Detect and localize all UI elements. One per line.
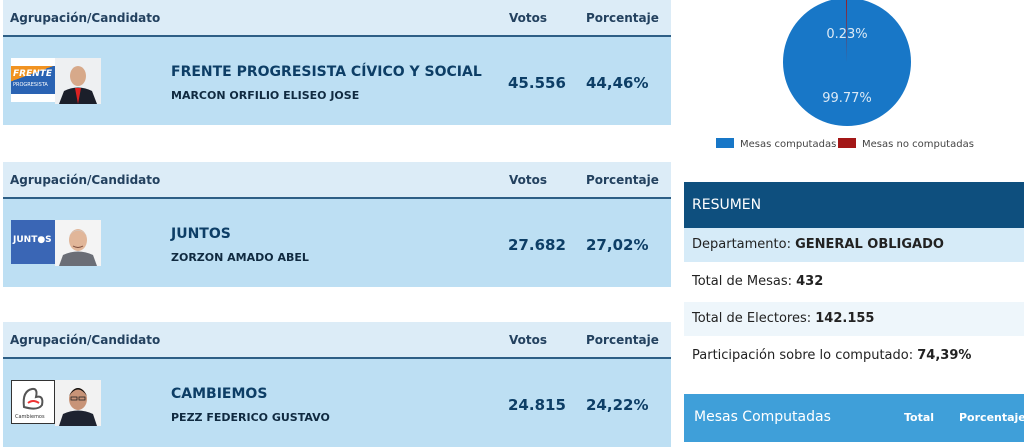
department-value: GENERAL OBLIGADO [795, 237, 944, 252]
header-group: Agrupación/Candidato [10, 173, 161, 187]
candidate-photo [55, 380, 101, 426]
legend-label-no-computadas: Mesas no computadas [862, 139, 974, 150]
legend-no-computadas: Mesas no computadas [838, 138, 974, 150]
percent-value: 44,46% [586, 74, 649, 92]
party-name: CAMBIEMOS [171, 386, 268, 402]
card-header: Agrupación/Candidato Votos Porcentaje [3, 322, 671, 359]
votes-value: 27.682 [508, 236, 566, 254]
percent-value: 27,02% [586, 236, 649, 254]
header-percent: Porcentaje [586, 333, 659, 347]
summary-header: RESUMEN [684, 182, 1024, 228]
candidate-name: ZORZON AMADO ABEL [171, 251, 309, 264]
pie-label-no-computadas: 0.23% [826, 27, 867, 42]
candidate-photo [55, 58, 101, 104]
legend-swatch-computadas [716, 138, 734, 148]
legend-computadas: Mesas computadas [716, 138, 836, 150]
header-group: Agrupación/Candidato [10, 333, 161, 347]
candidate-name: MARCON ORFILIO ELISEO JOSE [171, 89, 360, 102]
summary-title: RESUMEN [692, 197, 762, 213]
header-votes: Votos [509, 173, 547, 187]
party-logo-cambiemos: Cambiemos [11, 380, 55, 424]
votes-value: 45.556 [508, 74, 566, 92]
header-percent: Porcentaje [586, 11, 659, 25]
summary-mesas-row: Total de Mesas: 432 [684, 265, 1024, 299]
pie-slice-computadas [783, 0, 911, 126]
header-group: Agrupación/Candidato [10, 11, 161, 25]
logo-text: FRENTE [13, 69, 53, 79]
result-card-3: Agrupación/Candidato Votos Porcentaje Ca… [3, 322, 671, 447]
department-label: Departamento: [692, 237, 791, 252]
card-header: Agrupación/Candidato Votos Porcentaje [3, 0, 671, 37]
logo-subtext: PROGRESISTA [13, 82, 48, 88]
participacion-value: 74,39% [917, 348, 972, 363]
summary-electores-row: Total de Electores: 142.155 [684, 302, 1024, 336]
result-card-2: Agrupación/Candidato Votos Porcentaje JU… [3, 162, 671, 287]
pie-label-computadas: 99.77% [822, 91, 872, 106]
candidate-photo [55, 220, 101, 266]
electores-label: Total de Electores: [692, 311, 812, 326]
header-votes: Votos [509, 11, 547, 25]
header-votes: Votos [509, 333, 547, 347]
card-body: Cambiemos CAMBIEMOS PEZZ FEDERICO GUSTAV… [3, 359, 671, 447]
party-logo-fpcs: FRENTE PROGRESISTA [11, 58, 55, 102]
participacion-label: Participación sobre lo computado: [692, 348, 914, 363]
card-header: Agrupación/Candidato Votos Porcentaje [3, 162, 671, 199]
party-logo-juntos: JUNT●S [11, 220, 55, 264]
candidate-name: PEZZ FEDERICO GUSTAVO [171, 411, 330, 424]
header-percent: Porcentaje [586, 173, 659, 187]
logo-text: Cambiemos [15, 414, 45, 420]
mesas-computadas-header: Mesas Computadas Total Porcentaje [684, 394, 1024, 442]
card-body: FRENTE PROGRESISTA FRENTE PROGRESISTA CÍ… [3, 37, 671, 125]
mesas-value: 432 [796, 274, 824, 289]
mesas-computadas-title: Mesas Computadas [694, 409, 831, 425]
legend-label-computadas: Mesas computadas [740, 139, 837, 150]
votes-value: 24.815 [508, 396, 566, 414]
summary-department-row: Departamento: GENERAL OBLIGADO [684, 228, 1024, 262]
pie-slice-no-computadas [845, 0, 848, 63]
mesas-pie-chart: 0.23% 99.77% [780, 0, 914, 130]
logo-text: JUNT●S [13, 235, 52, 245]
mesas-label: Total de Mesas: [692, 274, 792, 289]
summary-participacion-row: Participación sobre lo computado: 74,39% [684, 339, 1024, 373]
card-body: JUNT●S JUNTOS ZORZON AMADO ABEL 27.682 2… [3, 199, 671, 287]
percent-value: 24,22% [586, 396, 649, 414]
party-name: FRENTE PROGRESISTA CÍVICO Y SOCIAL [171, 64, 482, 80]
mesas-percent-header: Porcentaje [959, 411, 1024, 424]
party-name: JUNTOS [171, 226, 231, 242]
legend-swatch-no-computadas [838, 138, 856, 148]
mesas-total-header: Total [904, 411, 935, 424]
result-card-1: Agrupación/Candidato Votos Porcentaje FR… [3, 0, 671, 125]
electores-value: 142.155 [815, 311, 875, 326]
